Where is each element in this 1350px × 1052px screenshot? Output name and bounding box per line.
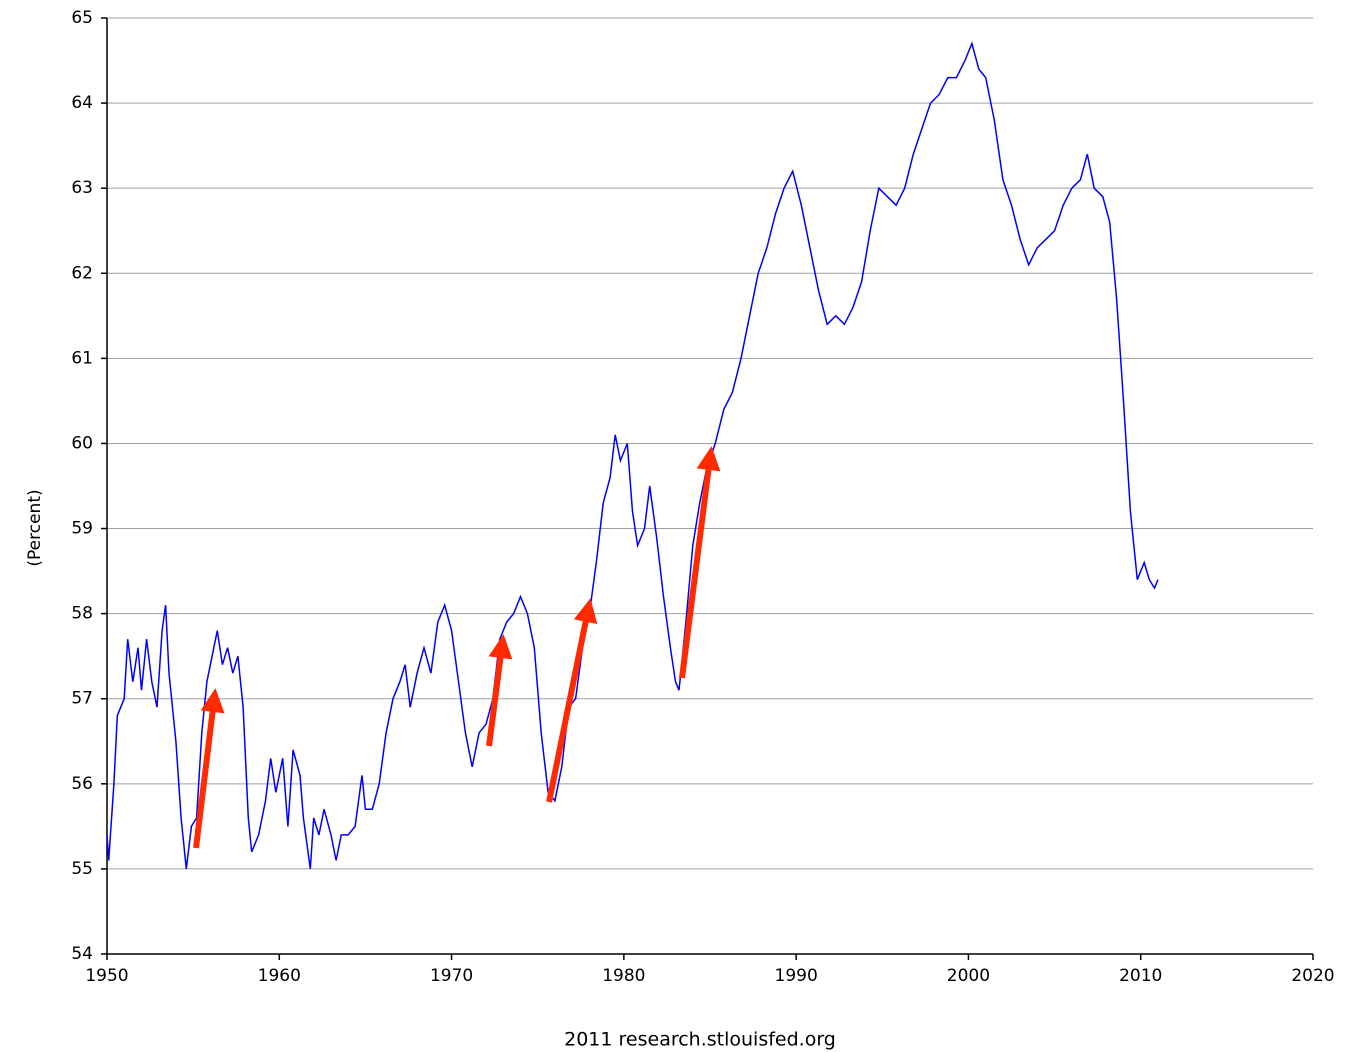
arrow: [546, 598, 598, 803]
y-tick-label: 58: [71, 604, 93, 624]
data-line: [106, 41, 1159, 870]
x-tick-label: 2010: [1119, 966, 1162, 986]
y-tick-label: 54: [71, 944, 93, 964]
y-tick-label: 62: [71, 263, 93, 283]
y-tick-label: 61: [71, 348, 93, 368]
x-tick-label: 1990: [775, 966, 818, 986]
y-tick-label: 64: [71, 93, 93, 113]
x-tick-label: 2000: [947, 966, 990, 986]
y-tick-label: 59: [71, 519, 93, 539]
annotation-arrows: [193, 446, 721, 849]
y-tick-label: 65: [71, 8, 93, 28]
arrow: [193, 688, 225, 849]
y-tick-label: 55: [71, 859, 93, 879]
arrow: [486, 634, 513, 747]
x-tick-label: 1980: [602, 966, 645, 986]
footer: 2011 research.stlouisfed.org: [564, 1029, 836, 1051]
plot-area: 54 55 56 57 58 59 60 61 62 63 64 65 1950 1960 1970 1980…: [71, 8, 1334, 986]
x-tick-label: 1970: [430, 966, 473, 986]
y-axis-label: (Percent): [25, 489, 45, 566]
x-tick-label: 1950: [85, 966, 128, 986]
y-tick-label: 56: [71, 774, 93, 794]
y-tick-label: 63: [71, 178, 93, 198]
arrow: [679, 446, 721, 679]
y-tick-label: 57: [71, 689, 93, 709]
x-tick-label: 2020: [1291, 966, 1334, 986]
y-tick-label: 60: [71, 433, 93, 453]
x-tick-label: 1960: [258, 966, 301, 986]
